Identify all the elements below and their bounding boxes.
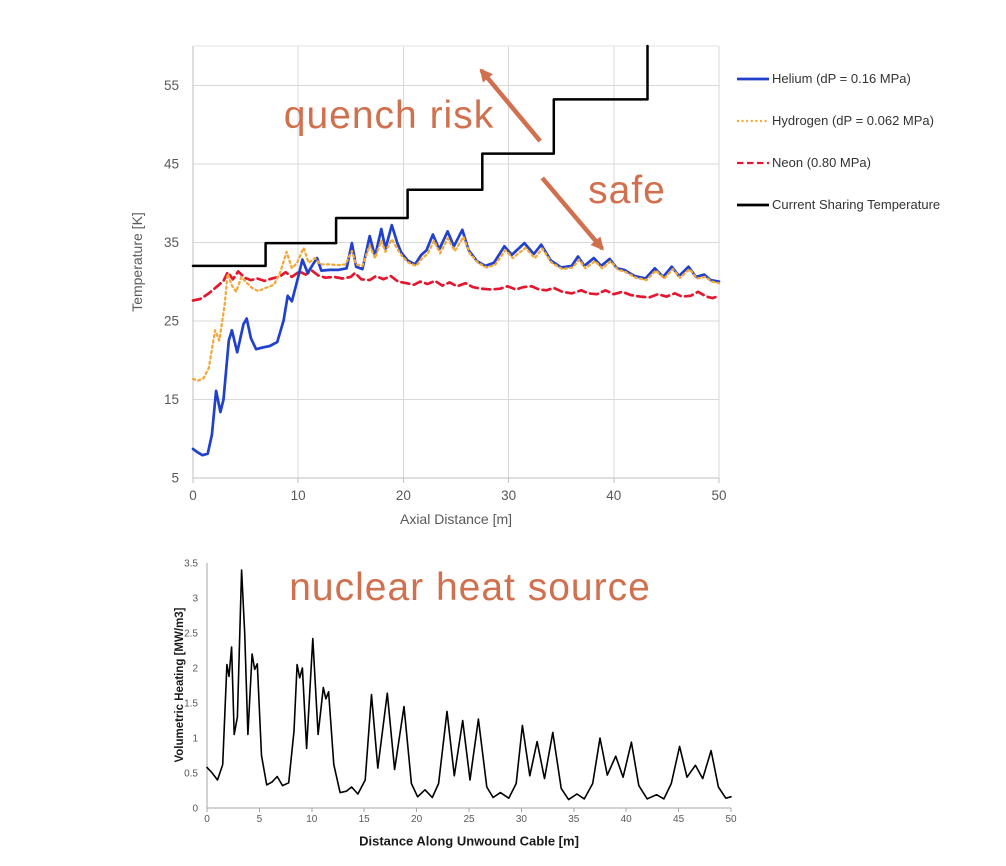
legend-swatch-helium-dp-0-16-mpa — [737, 77, 769, 80]
x-tick-label: 30 — [516, 814, 528, 825]
legend-label-neon-0-80-mpa: Neon (0.80 MPa) — [772, 155, 871, 170]
y-tick-label: 35 — [164, 235, 179, 250]
y-tick-label: 0 — [192, 804, 198, 815]
x-tick-label: 50 — [711, 488, 726, 503]
x-tick-label: 35 — [568, 814, 580, 825]
series-line-neon-0-80-mpa — [191, 269, 721, 302]
x-tick-label: 5 — [257, 814, 263, 825]
quench-risk-arrow — [479, 68, 542, 143]
series-line-helium-dp-0-16-mpa — [191, 223, 721, 457]
annotation-nuclear-heat-source: nuclear heat source — [289, 566, 651, 609]
x-tick-label: 15 — [359, 814, 371, 825]
legend-item-current-sharing-temperature: Current Sharing Temperature — [737, 197, 940, 212]
chart-coolant-temperature: 0 10 20 30 40 50 5 15 25 35 45 55 — [164, 44, 727, 503]
y-tick-label: 15 — [164, 392, 179, 407]
legend-swatch-neon-0-80-mpa — [737, 161, 769, 164]
x-tick-label: 20 — [411, 814, 423, 825]
x-tick-label: 50 — [725, 814, 737, 825]
series-line-hydrogen-dp-0-062-mpa — [191, 235, 721, 382]
y-tick-label: 3.5 — [184, 559, 198, 570]
x-tick-label: 45 — [673, 814, 685, 825]
legend-item-hydrogen-dp-0-062-mpa: Hydrogen (dP = 0.062 MPa) — [737, 113, 934, 128]
y-tick-label: 3 — [192, 594, 198, 605]
y-tick-label: 55 — [164, 78, 179, 93]
bottom-chart-x-axis-title: Distance Along Unwound Cable [m] — [359, 833, 579, 849]
bottom-chart-y-axis-title: Volumetric Heating [MW/m3] — [174, 607, 186, 763]
x-tick-label: 10 — [291, 488, 306, 503]
chart-volumetric-heating: 0 5 10 15 20 25 30 35 40 45 50 0 0.5 1 1.5 2 2.5 3 3.5 — [184, 559, 737, 826]
legend-swatch-hydrogen-dp-0-062-mpa — [737, 119, 769, 122]
x-tick-label: 10 — [306, 814, 318, 825]
y-tick-label: 1.5 — [184, 699, 198, 710]
top-chart-y-axis-title: Temperature [K] — [129, 212, 145, 312]
x-tick-label: 20 — [396, 488, 411, 503]
safe-arrow — [540, 176, 604, 251]
x-tick-label: 40 — [606, 488, 621, 503]
y-tick-label: 2 — [192, 664, 198, 675]
x-tick-label: 30 — [501, 488, 516, 503]
y-tick-label: 1 — [192, 734, 198, 745]
annotation-quench-risk: quench risk — [283, 94, 495, 137]
x-tick-label: 0 — [189, 488, 197, 503]
annotation-safe: safe — [588, 169, 666, 212]
legend-label-helium-dp-0-16-mpa: Helium (dP = 0.16 MPa) — [772, 71, 911, 86]
legend-label-current-sharing-temperature: Current Sharing Temperature — [772, 197, 941, 212]
y-tick-label: 45 — [164, 156, 179, 171]
series-line-current-sharing-temperature — [191, 44, 649, 268]
legend-swatch-current-sharing-temperature — [737, 203, 769, 206]
x-tick-label: 40 — [621, 814, 633, 825]
legend-item-helium-dp-0-16-mpa: Helium (dP = 0.16 MPa) — [737, 71, 911, 86]
y-tick-label: 2.5 — [184, 629, 198, 640]
x-tick-label: 25 — [463, 814, 475, 825]
legend-item-neon-0-80-mpa: Neon (0.80 MPa) — [737, 155, 871, 170]
y-tick-label: 25 — [164, 313, 179, 328]
x-tick-label: 0 — [204, 814, 210, 825]
y-tick-label: 0.5 — [184, 769, 198, 780]
top-chart-x-axis-title: Axial Distance [m] — [399, 511, 513, 527]
legend-label-hydrogen-dp-0-062-mpa: Hydrogen (dP = 0.062 MPa) — [772, 113, 934, 128]
series-line-nuclear-heat-source — [206, 569, 732, 801]
y-tick-label: 5 — [171, 471, 179, 486]
